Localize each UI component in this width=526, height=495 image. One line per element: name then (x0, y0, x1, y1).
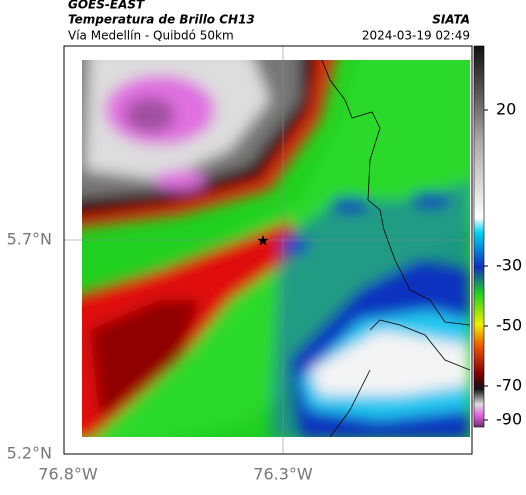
lat-label: 5.2°N (7, 444, 52, 463)
title: Temperatura de Brillo CH13 (68, 13, 255, 27)
colorbar-tick-label: -30 (496, 256, 522, 275)
datetime: 2024-03-19 02:49 (362, 29, 470, 43)
lon-label: 76.8°W (38, 465, 98, 484)
source: GOES-EAST (68, 0, 145, 12)
location-marker (257, 235, 269, 246)
colorbar-ticks: 20 -30 -50 -70 -90 (484, 100, 522, 429)
colorbar (473, 45, 485, 428)
colorbar-tick-label: -90 (496, 410, 522, 429)
subtitle: Vía Medellín - Quibdó 50km (68, 29, 234, 43)
colorbar-tick-label: 20 (496, 100, 516, 119)
plot-frame (63, 45, 473, 455)
satellite-image (82, 60, 470, 437)
colorbar-tick-label: -70 (496, 376, 522, 395)
lat-label: 5.7°N (7, 230, 52, 249)
org: SIATA (432, 13, 470, 27)
lon-label: 76.3°W (253, 465, 313, 484)
colorbar-tick-label: -50 (496, 316, 522, 335)
